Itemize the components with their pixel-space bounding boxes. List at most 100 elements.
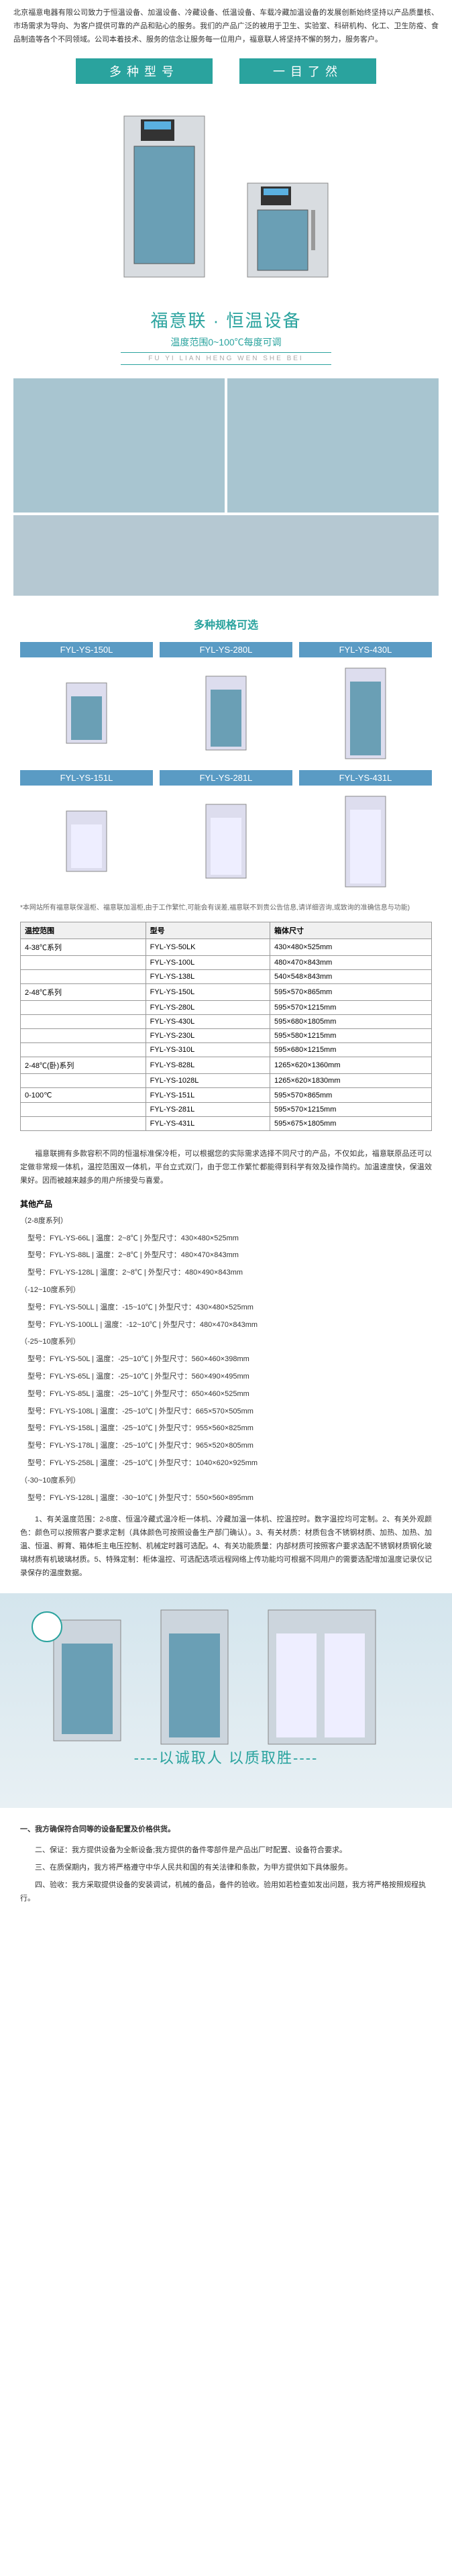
list-item: 型号：FYL-YS-66L | 温度：2~8℃ | 外型尺寸：430×480×5… [20,1230,432,1248]
table-row: FYL-YS-281L595×570×1215mm [21,1103,432,1117]
banner-left: 多种型号 [76,58,213,84]
model-label: FYL-YS-430L [299,642,432,657]
cell-model: FYL-YS-431L [146,1117,270,1131]
th-model: 型号 [146,922,270,939]
brand-subtitle: 温度范围0~100℃每度可调 [0,335,452,352]
spec-section-title: 多种规格可选 [0,609,452,642]
header-intro-text: 北京福意电器有限公司致力于恒温设备、加温设备、冷藏设备、低温设备、车载冷藏加温设… [0,0,452,53]
service-notes: 一、我方确保符合同等的设备配置及价格供货。 二、保证：我方提供设备为全新设备;我… [0,1815,452,1921]
brand-pinyin: FU YI LIAN HENG WEN SHE BEI [121,352,331,365]
list-item: 型号：FYL-YS-158L | 温度：-25~10℃ | 外型尺寸：955×5… [20,1420,432,1438]
category-head: （-12~10度系列） [20,1282,432,1299]
cell-range: 2-48℃系列 [21,984,146,1001]
table-row: FYL-YS-138L540×548×843mm [21,970,432,984]
model-image [299,791,432,892]
cell-model: FYL-YS-151L [146,1088,270,1103]
bottom-banner: ----以诚取人 以质取胜---- [0,1593,452,1808]
cell-range: 2-48℃(卧)系列 [21,1057,146,1074]
model-cell: FYL-YS-280L [160,642,292,763]
cell-size: 1265×620×1830mm [270,1074,432,1088]
cell-range [21,970,146,984]
list-item: 型号：FYL-YS-108L | 温度：-25~10℃ | 外型尺寸：665×5… [20,1403,432,1421]
spec-table: 温控范围 型号 箱体尺寸 4-38℃系列FYL-YS-50LK430×480×5… [20,922,432,1131]
cell-size: 595×570×1215mm [270,1103,432,1117]
room-photo-1 [13,378,225,513]
cell-size: 1265×620×1360mm [270,1057,432,1074]
list-item: 型号：FYL-YS-50L | 温度：-25~10℃ | 外型尺寸：560×46… [20,1351,432,1368]
list-item: 型号：FYL-YS-128L | 温度：2~8℃ | 外型尺寸：480×490×… [20,1265,432,1282]
cell-model: FYL-YS-50LK [146,939,270,956]
list-item: 型号：FYL-YS-128L | 温度：-30~10℃ | 外型尺寸：550×5… [20,1490,432,1507]
table-row: 2-48℃(卧)系列FYL-YS-828L1265×620×1360mm [21,1057,432,1074]
model-cell: FYL-YS-281L [160,770,292,892]
cell-range [21,1043,146,1057]
model-label: FYL-YS-151L [20,770,153,786]
cell-model: FYL-YS-150L [146,984,270,1001]
model-image [160,791,292,892]
cell-size: 540×548×843mm [270,970,432,984]
model-cell: FYL-YS-150L [20,642,153,763]
list-item: 型号：FYL-YS-100LL | 温度：-12~10℃ | 外型尺寸：480×… [20,1317,432,1334]
model-cell: FYL-YS-430L [299,642,432,763]
cell-size: 595×680×1215mm [270,1043,432,1057]
cabinet-small-icon [241,176,335,284]
category-head: （2-8度系列） [20,1213,432,1230]
model-cell: FYL-YS-151L [20,770,153,892]
table-row: FYL-YS-230L595×580×1215mm [21,1029,432,1043]
table-row: FYL-YS-100L480×470×843mm [21,956,432,970]
cell-range: 0-100℃ [21,1088,146,1103]
cell-range [21,1029,146,1043]
brand-title-text: 福意联 · 恒温设备 [0,307,452,332]
model-label: FYL-YS-281L [160,770,292,786]
product-list: （2-8度系列） 型号：FYL-YS-66L | 温度：2~8℃ | 外型尺寸：… [0,1213,452,1507]
table-row: FYL-YS-310L595×680×1215mm [21,1043,432,1057]
other-products-title: 其他产品 [0,1195,452,1213]
cell-size: 595×570×1215mm [270,1001,432,1015]
embedded-cabinets-photo [13,515,439,596]
th-size: 箱体尺寸 [270,922,432,939]
list-item: 型号：FYL-YS-258L | 温度：-25~10℃ | 外型尺寸：1040×… [20,1455,432,1472]
cell-size: 430×480×525mm [270,939,432,956]
teal-banner: 多种型号 一目了然 [0,53,452,89]
model-footnote: *本网站所有福意联保温柜、福意联加温柜,由于工作繁忙,可能会有误差,福意联不到贵… [0,898,452,922]
cell-model: FYL-YS-100L [146,956,270,970]
notes-text: 1、有关温度范围：2-8度、恒温冷藏式温冷柜一体机、冷藏加温一体机、控温控时。数… [0,1507,452,1587]
cell-size: 595×570×865mm [270,1088,432,1103]
table-row: 0-100℃FYL-YS-151L595×570×865mm [21,1088,432,1103]
banner-right: 一目了然 [239,58,376,84]
table-row: 4-38℃系列FYL-YS-50LK430×480×525mm [21,939,432,956]
cabinet-large-icon [117,109,211,284]
model-grid: FYL-YS-150L FYL-YS-280L FYL-YS-430L FYL-… [0,642,452,898]
cell-size: 595×680×1805mm [270,1015,432,1029]
model-label: FYL-YS-280L [160,642,292,657]
table-row: FYL-YS-431L595×675×1805mm [21,1117,432,1131]
model-image [20,791,153,892]
table-row: FYL-YS-430L595×680×1805mm [21,1015,432,1029]
service-item: 三、在质保期内，我方将严格遵守中华人民共和国的有关法律和条款，为甲方提供如下具体… [20,1860,432,1877]
table-row: FYL-YS-280L595×570×1215mm [21,1001,432,1015]
table-row: 2-48℃系列FYL-YS-150L595×570×865mm [21,984,432,1001]
cell-size: 595×580×1215mm [270,1029,432,1043]
cell-model: FYL-YS-1028L [146,1074,270,1088]
list-item: 型号：FYL-YS-178L | 温度：-25~10℃ | 外型尺寸：965×5… [20,1438,432,1455]
brand-title: 福意联 · 恒温设备 [0,294,452,335]
cell-model: FYL-YS-138L [146,970,270,984]
cell-range [21,1015,146,1029]
cell-model: FYL-YS-280L [146,1001,270,1015]
photo-row-1 [0,378,452,515]
category-head: （-25~10度系列） [20,1334,432,1351]
cell-range [21,1074,146,1088]
room-photo-2 [227,378,439,513]
cell-range: 4-38℃系列 [21,939,146,956]
cell-range [21,956,146,970]
list-item: 型号：FYL-YS-50LL | 温度：-15~10℃ | 外型尺寸：430×4… [20,1299,432,1317]
cell-range [21,1103,146,1117]
cell-size: 595×570×865mm [270,984,432,1001]
cell-range [21,1001,146,1015]
service-item: 二、保证：我方提供设备为全新设备;我方提供的备件零部件是产品出厂时配置、设备符合… [20,1842,432,1860]
th-range: 温控范围 [21,922,146,939]
model-cell: FYL-YS-431L [299,770,432,892]
cell-model: FYL-YS-230L [146,1029,270,1043]
category-head: （-30~10度系列） [20,1472,432,1490]
model-image [20,663,153,763]
